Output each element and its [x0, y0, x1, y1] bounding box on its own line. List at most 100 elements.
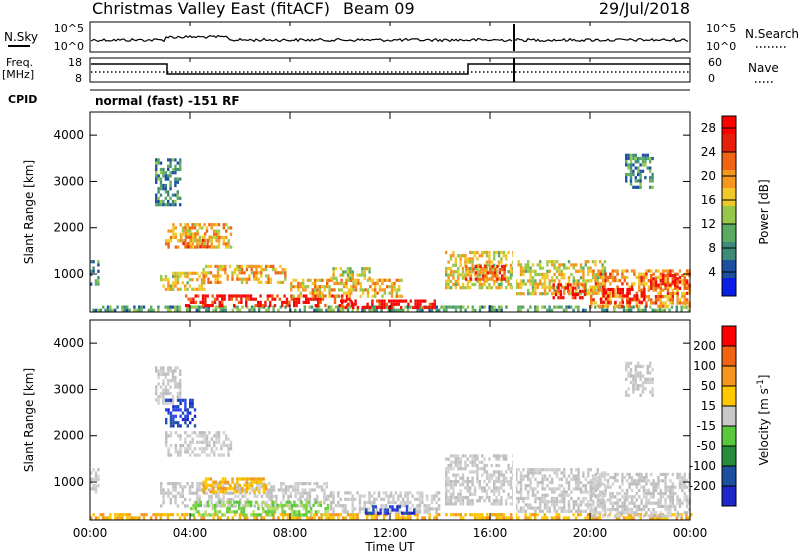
- data-cell: [169, 501, 172, 505]
- data-cell: [374, 291, 377, 295]
- data-cell: [389, 507, 393, 511]
- data-cell: [640, 282, 643, 286]
- data-cell: [449, 486, 453, 490]
- data-cell: [515, 496, 518, 501]
- data-cell: [265, 491, 268, 495]
- data-cell: [560, 496, 563, 501]
- data-cell: [278, 503, 282, 507]
- data-cell: [404, 305, 407, 309]
- data-cell: [218, 304, 221, 308]
- data-cell: [238, 503, 241, 507]
- data-cell: [194, 500, 198, 504]
- data-cell: [286, 503, 289, 507]
- data-cell: [634, 185, 637, 189]
- data-cell: [565, 516, 568, 520]
- data-cell: [629, 163, 633, 167]
- data-cell: [188, 498, 192, 502]
- data-cell: [377, 511, 380, 515]
- data-cell: [437, 497, 441, 501]
- data-cell: [625, 377, 628, 381]
- data-cell: [614, 288, 617, 292]
- data-cell: [650, 501, 653, 505]
- data-cell: [628, 300, 632, 304]
- data-cell: [192, 503, 195, 507]
- data-cell: [601, 471, 604, 475]
- data-cell: [581, 289, 584, 293]
- data-cell: [554, 292, 558, 297]
- data-cell: [186, 450, 189, 454]
- data-cell: [162, 203, 165, 207]
- data-cell: [505, 276, 508, 280]
- data-cell: [536, 285, 539, 289]
- data-cell: [575, 269, 578, 273]
- data-cell: [169, 305, 172, 309]
- data-cell: [614, 508, 617, 512]
- data-cell: [199, 513, 202, 517]
- data-cell: [424, 305, 427, 310]
- data-cell: [290, 281, 293, 286]
- data-cell: [191, 485, 194, 489]
- data-cell: [188, 488, 192, 492]
- data-cell: [555, 496, 559, 501]
- data-cell: [539, 471, 542, 475]
- data-cell: [641, 156, 645, 161]
- data-cell: [627, 393, 630, 397]
- data-cell: [356, 513, 359, 517]
- data-cell: [604, 492, 607, 496]
- data-cell: [169, 369, 172, 373]
- data-cell: [428, 516, 431, 520]
- data-cell: [150, 516, 153, 520]
- data-cell: [500, 282, 503, 287]
- data-cell: [676, 298, 679, 302]
- data-cell: [527, 493, 530, 497]
- data-cell: [411, 504, 414, 508]
- data-cell: [471, 502, 474, 506]
- data-cell: [476, 473, 479, 477]
- data-cell: [174, 421, 177, 425]
- data-cell: [340, 299, 343, 303]
- data-cell: [233, 510, 236, 514]
- data-cell: [639, 176, 642, 180]
- data-cell: [651, 308, 654, 312]
- data-cell: [419, 299, 422, 303]
- data-cell: [447, 489, 450, 493]
- data-cell: [452, 305, 455, 309]
- data-cell: [322, 513, 325, 517]
- data-cell: [651, 368, 654, 372]
- data-cell: [196, 440, 199, 444]
- data-cell: [582, 279, 585, 283]
- data-cell: [305, 297, 308, 301]
- data-cell: [490, 308, 494, 312]
- data-cell: [572, 266, 575, 270]
- data-cell: [164, 375, 167, 380]
- data-cell: [198, 226, 201, 230]
- data-cell: [157, 308, 160, 312]
- data-cell: [383, 299, 386, 303]
- data-cell: [536, 305, 539, 309]
- data-cell: [469, 250, 472, 255]
- data-cell: [164, 190, 167, 194]
- data-cell: [546, 468, 549, 472]
- data-cell: [252, 271, 256, 275]
- data-cell: [142, 305, 146, 309]
- data-cell: [440, 305, 443, 309]
- data-cell: [167, 369, 170, 373]
- data-cell: [325, 513, 328, 517]
- data-cell: [203, 287, 206, 291]
- data-cell: [269, 304, 272, 308]
- data-cell: [225, 223, 228, 227]
- data-cell: [551, 276, 554, 280]
- data-cell: [452, 513, 455, 517]
- data-cell: [543, 506, 547, 510]
- data-cell: [123, 513, 126, 517]
- data-cell: [555, 471, 559, 475]
- data-cell: [459, 489, 462, 493]
- data-cell: [169, 196, 172, 200]
- time-tick-label: 00:00: [73, 526, 108, 540]
- data-cell: [641, 390, 645, 394]
- y-tick-label: 4000: [53, 336, 84, 350]
- data-cell: [664, 301, 667, 305]
- data-cell: [174, 447, 177, 451]
- data-cell: [630, 488, 634, 492]
